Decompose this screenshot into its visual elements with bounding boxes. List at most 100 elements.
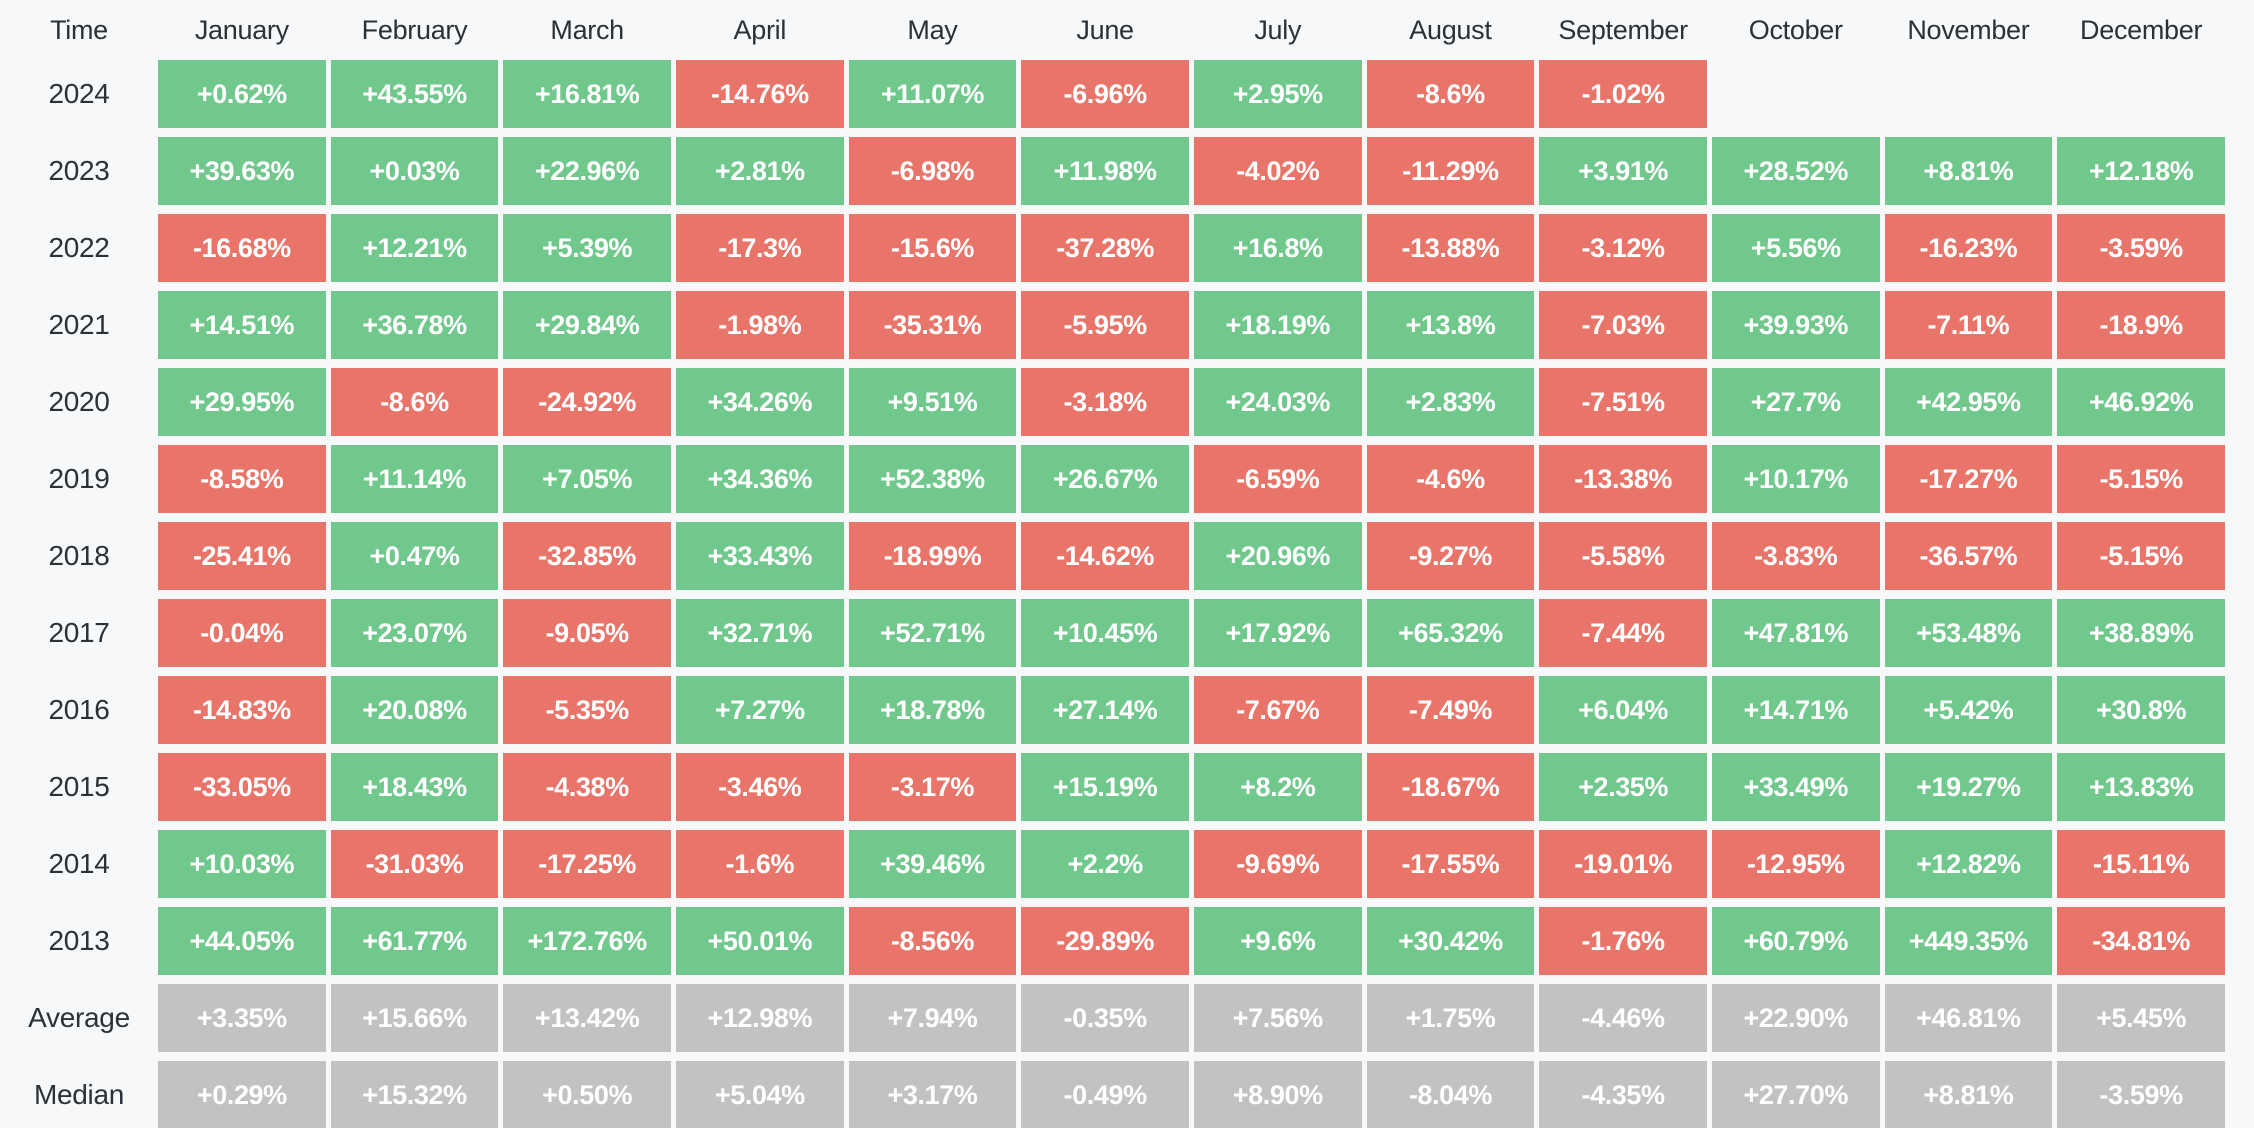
- return-cell-2015-december: +13.83%: [2057, 753, 2225, 821]
- return-cell-2020-october: +27.7%: [1711, 368, 1880, 436]
- return-cell-2020-january: +29.95%: [158, 368, 326, 436]
- return-cell-2020-april: +34.26%: [675, 368, 844, 436]
- return-cell-2020-november: +42.95%: [1884, 368, 2053, 436]
- return-cell-2022-september: -3.12%: [1539, 214, 1707, 282]
- table-row-average: Average +3.35% +15.66% +13.42% +12.98% +7.94%…: [5, 984, 2225, 1052]
- return-cell-2021-april: -1.98%: [675, 291, 844, 359]
- return-cell-2024-december: [2057, 60, 2225, 128]
- header-row: Time January February March April May June Jul…: [5, 9, 2225, 51]
- return-cell-2014-june: +2.2%: [1021, 830, 1189, 898]
- table-row-2018: 2018 -25.41% +0.47% -32.85% +33.43% -18.99% -1…: [5, 522, 2225, 590]
- return-cell-2013-august: +30.42%: [1366, 907, 1535, 975]
- return-cell-2018-may: -18.99%: [848, 522, 1017, 590]
- table-row-2017: 2017 -0.04% +23.07% -9.05% +32.71% +52.71% +10…: [5, 599, 2225, 667]
- return-cell-2022-december: -3.59%: [2057, 214, 2225, 282]
- return-cell-median-april: +5.04%: [675, 1061, 844, 1128]
- row-label-2016: 2016: [48, 694, 110, 725]
- row-label-2020: 2020: [48, 386, 110, 417]
- return-cell-2020-june: -3.18%: [1021, 368, 1189, 436]
- return-cell-2023-march: +22.96%: [503, 137, 671, 205]
- month-header-october: October: [1748, 14, 1843, 45]
- return-cell-average-august: +1.75%: [1366, 984, 1535, 1052]
- month-header-january: January: [194, 14, 289, 45]
- return-cell-2018-june: -14.62%: [1021, 522, 1189, 590]
- return-cell-2019-october: +10.17%: [1711, 445, 1880, 513]
- return-cell-2013-march: +172.76%: [503, 907, 671, 975]
- return-cell-2015-may: -3.17%: [848, 753, 1017, 821]
- return-cell-2023-april: +2.81%: [675, 137, 844, 205]
- return-cell-2023-july: -4.02%: [1193, 137, 1362, 205]
- return-cell-median-october: +27.70%: [1711, 1061, 1880, 1128]
- return-cell-2019-february: +11.14%: [330, 445, 499, 513]
- return-cell-2013-may: -8.56%: [848, 907, 1017, 975]
- return-cell-2013-september: -1.76%: [1539, 907, 1707, 975]
- return-cell-2014-february: -31.03%: [330, 830, 499, 898]
- return-cell-2014-december: -15.11%: [2057, 830, 2225, 898]
- return-cell-median-may: +3.17%: [848, 1061, 1017, 1128]
- return-cell-2024-january: +0.62%: [158, 60, 326, 128]
- return-cell-2024-october: [1712, 60, 1880, 128]
- return-cell-2019-march: +7.05%: [503, 445, 671, 513]
- return-cell-2023-october: +28.52%: [1711, 137, 1880, 205]
- return-cell-2022-july: +16.8%: [1193, 214, 1362, 282]
- return-cell-2014-march: -17.25%: [503, 830, 671, 898]
- return-cell-2015-november: +19.27%: [1884, 753, 2053, 821]
- return-cell-2020-august: +2.83%: [1366, 368, 1535, 436]
- return-cell-2013-december: -34.81%: [2057, 907, 2225, 975]
- return-cell-2016-may: +18.78%: [848, 676, 1017, 744]
- return-cell-2023-november: +8.81%: [1884, 137, 2053, 205]
- return-cell-2021-september: -7.03%: [1539, 291, 1707, 359]
- return-cell-2024-march: +16.81%: [503, 60, 671, 128]
- month-header-september: September: [1558, 14, 1688, 45]
- return-cell-median-august: -8.04%: [1366, 1061, 1535, 1128]
- row-label-2018: 2018: [48, 540, 110, 571]
- return-cell-2017-june: +10.45%: [1021, 599, 1189, 667]
- row-label-2024: 2024: [48, 78, 110, 109]
- return-cell-2019-august: -4.6%: [1366, 445, 1535, 513]
- table-row-2021: 2021 +14.51% +36.78% +29.84% -1.98% -35.31% -5…: [5, 291, 2225, 359]
- return-cell-2016-february: +20.08%: [330, 676, 499, 744]
- return-cell-2019-january: -8.58%: [158, 445, 326, 513]
- return-cell-median-march: +0.50%: [503, 1061, 671, 1128]
- return-cell-average-september: -4.46%: [1539, 984, 1707, 1052]
- row-label-2013: 2013: [48, 925, 110, 956]
- return-cell-2022-january: -16.68%: [158, 214, 326, 282]
- time-header: Time: [50, 14, 108, 45]
- return-cell-2020-july: +24.03%: [1193, 368, 1362, 436]
- return-cell-2016-april: +7.27%: [675, 676, 844, 744]
- return-cell-2014-october: -12.95%: [1711, 830, 1880, 898]
- return-cell-2015-june: +15.19%: [1021, 753, 1189, 821]
- return-cell-2013-november: +449.35%: [1884, 907, 2053, 975]
- return-cell-2017-september: -7.44%: [1539, 599, 1707, 667]
- return-cell-2013-june: -29.89%: [1021, 907, 1189, 975]
- return-cell-2014-july: -9.69%: [1193, 830, 1362, 898]
- month-header-june: June: [1076, 14, 1134, 45]
- row-label-2023: 2023: [48, 155, 110, 186]
- return-cell-2019-december: -5.15%: [2057, 445, 2225, 513]
- return-cell-2021-march: +29.84%: [503, 291, 671, 359]
- return-cell-2016-june: +27.14%: [1021, 676, 1189, 744]
- row-label-2015: 2015: [48, 771, 110, 802]
- return-cell-2020-february: -8.6%: [330, 368, 499, 436]
- return-cell-2020-may: +9.51%: [848, 368, 1017, 436]
- return-cell-2016-november: +5.42%: [1884, 676, 2053, 744]
- return-cell-average-january: +3.35%: [158, 984, 326, 1052]
- return-cell-average-november: +46.81%: [1884, 984, 2053, 1052]
- return-cell-2015-october: +33.49%: [1711, 753, 1880, 821]
- return-cell-2014-august: -17.55%: [1366, 830, 1535, 898]
- return-cell-2024-april: -14.76%: [675, 60, 844, 128]
- table-row-median: Median +0.29% +15.32% +0.50% +5.04% +3.17% -0.…: [5, 1061, 2225, 1128]
- return-cell-2023-june: +11.98%: [1021, 137, 1189, 205]
- return-cell-2018-march: -32.85%: [503, 522, 671, 590]
- return-cell-2019-july: -6.59%: [1193, 445, 1362, 513]
- return-cell-average-april: +12.98%: [675, 984, 844, 1052]
- return-cell-2019-may: +52.38%: [848, 445, 1017, 513]
- return-cell-2023-january: +39.63%: [158, 137, 326, 205]
- row-label-average: Average: [28, 1002, 130, 1033]
- return-cell-2014-september: -19.01%: [1539, 830, 1707, 898]
- return-cell-2020-december: +46.92%: [2057, 368, 2225, 436]
- return-cell-2021-december: -18.9%: [2057, 291, 2225, 359]
- return-cell-average-june: -0.35%: [1021, 984, 1189, 1052]
- return-cell-median-july: +8.90%: [1193, 1061, 1362, 1128]
